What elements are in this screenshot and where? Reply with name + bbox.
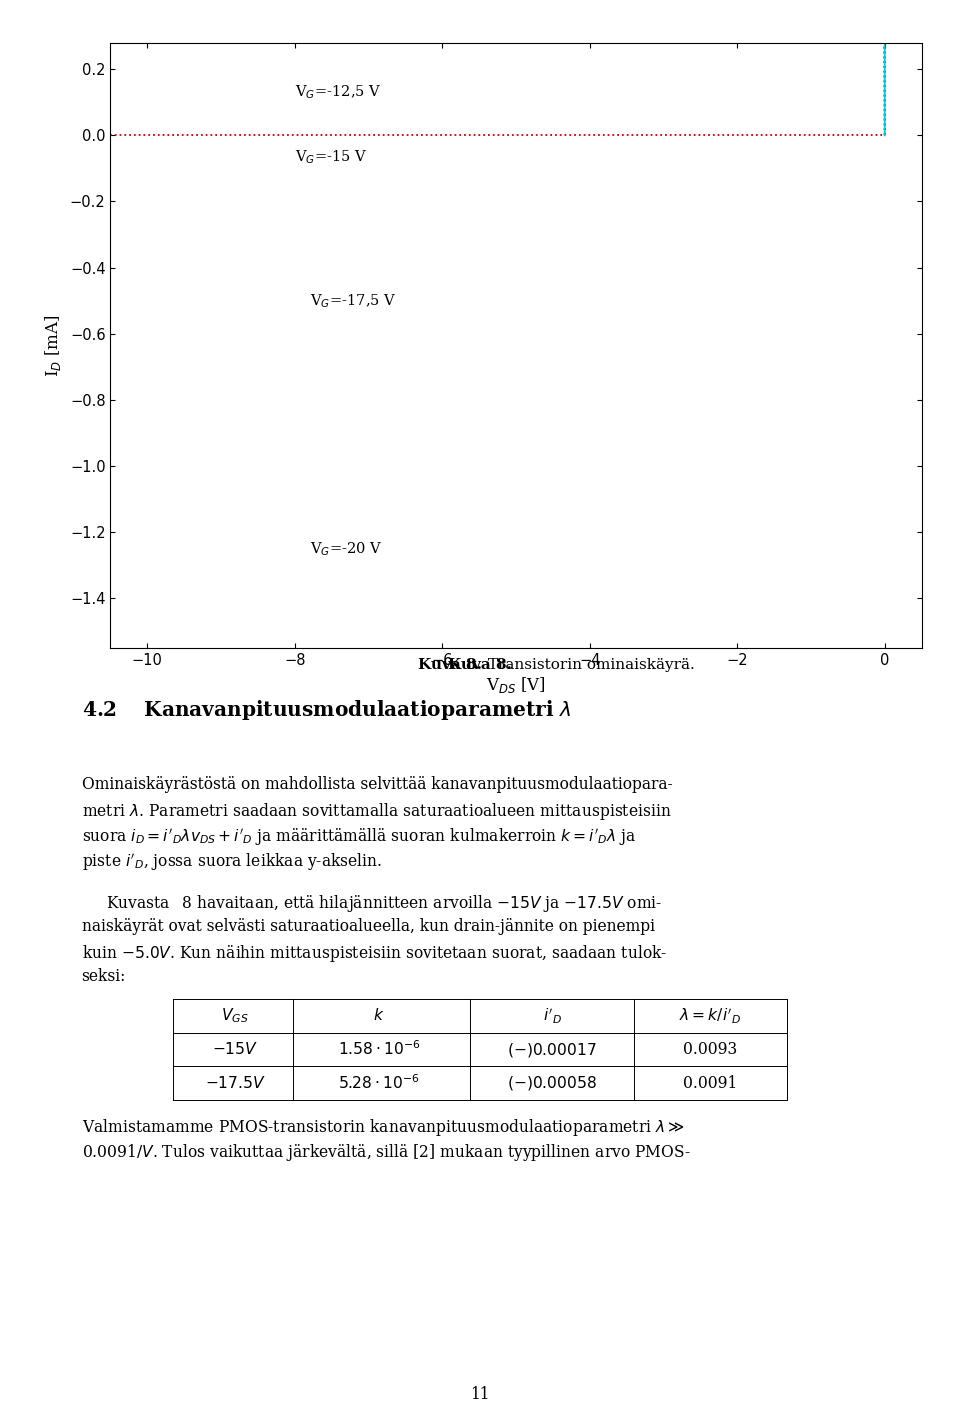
Text: $-15V$: $-15V$ (212, 1041, 258, 1058)
Text: 0.0093: 0.0093 (684, 1041, 737, 1058)
Text: piste $i'_D$, jossa suora leikkaa y-akselin.: piste $i'_D$, jossa suora leikkaa y-akse… (82, 852, 382, 871)
Text: 0.0091: 0.0091 (684, 1075, 737, 1092)
Text: suora $i_D = i'_D\lambda v_{DS} + i'_D$ ja määrittämällä suoran kulmakerroin $k : suora $i_D = i'_D\lambda v_{DS} + i'_D$ … (82, 826, 636, 847)
Text: Ominaiskäyrästöstä on mahdollista selvittää kanavanpituusmodulaatiopara-: Ominaiskäyrästöstä on mahdollista selvit… (82, 776, 672, 793)
Text: naiskäyrät ovat selvästi saturaatioalueella, kun drain-jännite on pienempi: naiskäyrät ovat selvästi saturaatioaluee… (82, 918, 655, 936)
Text: V$_G$=-17,5 V: V$_G$=-17,5 V (309, 292, 396, 309)
Text: $(-)0.00017$: $(-)0.00017$ (507, 1041, 597, 1058)
Text: V$_G$=-12,5 V: V$_G$=-12,5 V (295, 84, 381, 101)
Text: $V_{GS}$: $V_{GS}$ (222, 1007, 249, 1025)
Text: $5.28 \cdot 10^{-6}$: $5.28 \cdot 10^{-6}$ (338, 1074, 420, 1092)
Text: seksi:: seksi: (82, 968, 126, 985)
Text: 11: 11 (470, 1386, 490, 1403)
Text: kuin $-5.0V$. Kun näihin mittauspisteisiin sovitetaan suorat, saadaan tulok-: kuin $-5.0V$. Kun näihin mittauspisteisi… (82, 943, 667, 964)
Text: $\lambda = k/i'_D$: $\lambda = k/i'_D$ (680, 1007, 741, 1025)
Text: $(-)0.00058$: $(-)0.00058$ (507, 1074, 597, 1092)
Text: $k$: $k$ (373, 1007, 385, 1024)
Text: metri $\lambda$. Parametri saadaan sovittamalla saturaatioalueen mittauspisteisi: metri $\lambda$. Parametri saadaan sovit… (82, 800, 671, 822)
Text: Kuva 8. Transistorin ominaiskäyrä.: Kuva 8. Transistorin ominaiskäyrä. (346, 658, 614, 672)
Text: 0.0091$/V$. Tulos vaikuttaa järkevältä, sillä [2] mukaan tyypillinen arvo PMOS-: 0.0091$/V$. Tulos vaikuttaa järkevältä, … (82, 1142, 690, 1163)
Text: 4.2  Kanavanpituusmodulaatioparametri $\lambda$: 4.2 Kanavanpituusmodulaatioparametri $\l… (82, 698, 571, 722)
Y-axis label: I$_D$ [mA]: I$_D$ [mA] (43, 313, 62, 377)
Text: $-17.5V$: $-17.5V$ (204, 1075, 266, 1092)
Text: $1.58 \cdot 10^{-6}$: $1.58 \cdot 10^{-6}$ (338, 1040, 420, 1059)
Text: Kuva 8.: Kuva 8. (418, 658, 482, 672)
Text: $i'_D$: $i'_D$ (542, 1007, 562, 1025)
Text: Valmistamamme PMOS-transistorin kanavanpituusmodulaatioparametri $\lambda \gg$: Valmistamamme PMOS-transistorin kanavanp… (82, 1118, 684, 1138)
Text: V$_G$=-15 V: V$_G$=-15 V (295, 148, 368, 165)
Text: Kuvasta  8 havaitaan, että hilajännitteen arvoilla $-15V$ ja $-17.5V$ omi-: Kuvasta 8 havaitaan, että hilajännitteen… (106, 893, 661, 914)
Text: Kuva 8.: Kuva 8. (448, 658, 512, 672)
Text: V$_G$=-20 V: V$_G$=-20 V (309, 540, 382, 558)
X-axis label: V$_{DS}$ [V]: V$_{DS}$ [V] (486, 675, 546, 695)
Text: Transistorin ominaiskäyrä.: Transistorin ominaiskäyrä. (483, 658, 695, 672)
